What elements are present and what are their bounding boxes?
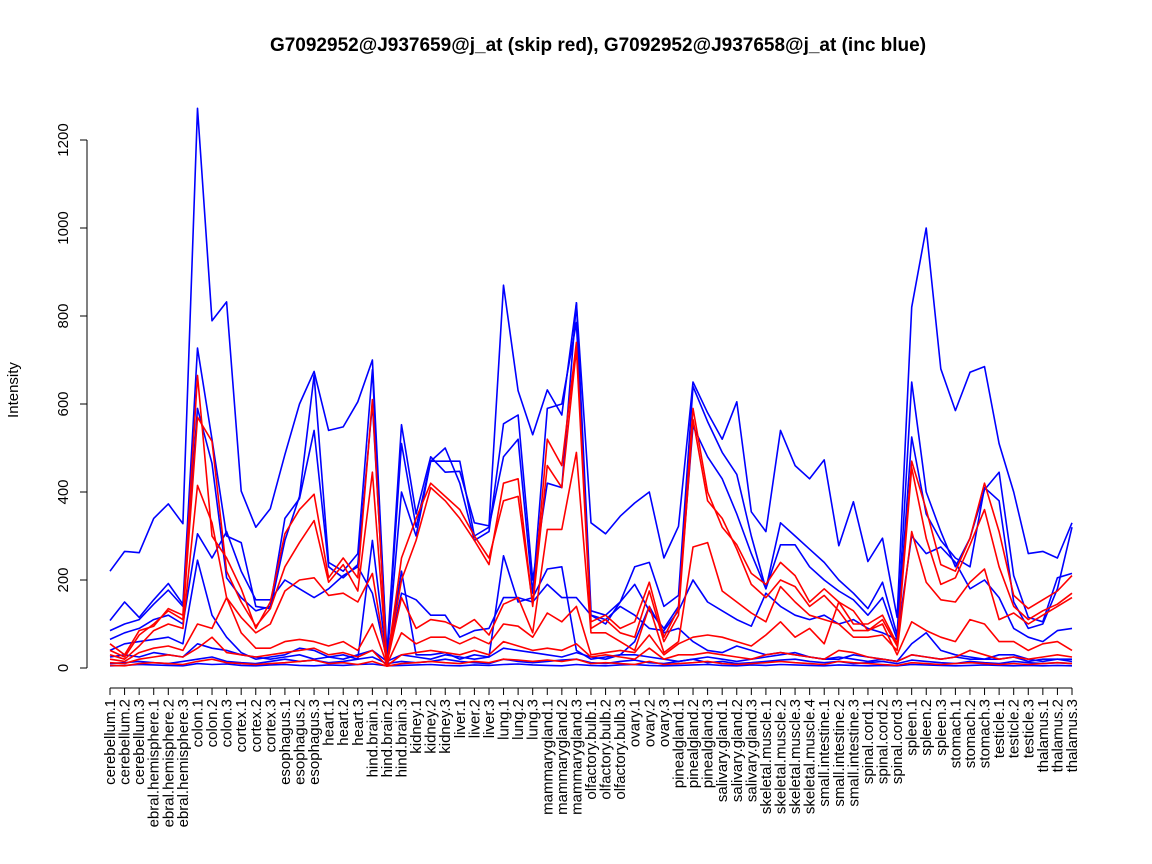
series-line-inc-0 <box>109 107 1073 656</box>
y-tick-label-200: 200 <box>55 567 72 592</box>
y-tick-label-400: 400 <box>55 479 72 504</box>
y-tick-label-800: 800 <box>55 303 72 328</box>
x-tick-label-colon.2: colon.2 <box>204 699 221 747</box>
x-tick-label-ovary.2: ovary.2 <box>641 699 658 747</box>
x-tick-label-ovary.3: ovary.3 <box>656 699 673 747</box>
x-tick-label-small.intestine.2: small.intestine.2 <box>831 699 848 807</box>
series-line-skip-9 <box>109 348 1073 665</box>
x-tick-label-mammarygland.1: mammarygland.1 <box>539 699 556 815</box>
x-tick-label-ovary.1: ovary.1 <box>627 699 644 747</box>
series-line-skip-12 <box>109 636 1073 667</box>
x-tick-label-kidney.3: kidney.3 <box>437 699 454 754</box>
x-tick-label-cerebellum.2: cerebellum.2 <box>117 699 134 785</box>
x-tick-label-spinal.cord.2: spinal.cord.2 <box>875 699 892 784</box>
x-tick-label-esophagus.1: esophagus.1 <box>277 699 294 785</box>
x-tick-label-spleen.1: spleen.1 <box>904 699 921 756</box>
x-tick-label-liver.2: liver.2 <box>466 699 483 738</box>
y-tick-label-600: 600 <box>55 391 72 416</box>
x-tick-label-testicle.3: testicle.3 <box>1020 699 1037 758</box>
x-tick-label-kidney.2: kidney.2 <box>423 699 440 754</box>
x-tick-label-colon.3: colon.3 <box>219 699 236 747</box>
x-tick-label-cortex.2: cortex.2 <box>248 699 265 752</box>
series-line-skip-10 <box>109 451 1073 665</box>
x-tick-label-olfactory.bulb.1: olfactory.bulb.1 <box>583 699 600 800</box>
axes: 020040060080010001200cerebellum.1cerebel… <box>55 123 1081 827</box>
x-tick-label-small.intestine.1: small.intestine.1 <box>816 699 833 807</box>
x-tick-label-spleen.2: spleen.2 <box>918 699 935 756</box>
series-line-skip-11 <box>109 596 1073 666</box>
x-tick-label-stomach.2: stomach.2 <box>962 699 979 768</box>
x-tick-label-mammarygland.3: mammarygland.3 <box>568 699 585 815</box>
x-tick-label-liver.1: liver.1 <box>452 699 469 738</box>
x-tick-label-cerebellum.1: cerebellum.1 <box>102 699 119 785</box>
x-tick-label-salivary.gland.2: salivary.gland.2 <box>729 699 746 802</box>
y-tick-label-0: 0 <box>55 664 72 672</box>
y-tick-label-1000: 1000 <box>55 211 72 244</box>
x-tick-label-cerebral.hemisphere.2: ebral.hemisphere.2 <box>160 699 177 827</box>
x-tick-label-hind.brain.2: hind.brain.2 <box>379 699 396 777</box>
x-tick-label-stomach.3: stomach.3 <box>977 699 994 768</box>
x-tick-label-cortex.3: cortex.3 <box>262 699 279 752</box>
x-tick-label-cortex.1: cortex.1 <box>233 699 250 752</box>
x-tick-label-pinealgland.1: pinealgland.1 <box>671 699 688 788</box>
x-tick-label-thalamus.1: thalamus.1 <box>1035 699 1052 772</box>
x-tick-label-stomach.1: stomach.1 <box>947 699 964 768</box>
x-tick-label-olfactory.bulb.3: olfactory.bulb.3 <box>612 699 629 800</box>
x-tick-label-spinal.cord.3: spinal.cord.3 <box>889 699 906 784</box>
x-tick-label-esophagus.2: esophagus.2 <box>292 699 309 785</box>
x-tick-label-kidney.1: kidney.1 <box>408 699 425 754</box>
x-tick-label-liver.3: liver.3 <box>481 699 498 738</box>
x-tick-label-heart.3: heart.3 <box>350 699 367 746</box>
x-tick-label-salivary.gland.3: salivary.gland.3 <box>743 699 760 802</box>
x-tick-label-thalamus.2: thalamus.2 <box>1049 699 1066 772</box>
x-tick-label-colon.1: colon.1 <box>190 699 207 747</box>
x-tick-label-skeletal.muscle.1: skeletal.muscle.1 <box>758 699 775 814</box>
chart-title: G7092952@J937659@j_at (skip red), G70929… <box>270 35 926 56</box>
y-axis-label: Intensity <box>5 362 22 418</box>
x-tick-label-spinal.cord.1: spinal.cord.1 <box>860 699 877 784</box>
x-tick-label-skeletal.muscle.2: skeletal.muscle.2 <box>773 699 790 814</box>
x-tick-label-heart.1: heart.1 <box>321 699 338 746</box>
x-tick-label-cerebral.hemisphere.3: ebral.hemisphere.3 <box>175 699 192 827</box>
x-tick-label-pinealgland.3: pinealgland.3 <box>700 699 717 788</box>
x-tick-label-skeletal.muscle.4: skeletal.muscle.4 <box>802 699 819 814</box>
series-layer <box>109 107 1073 668</box>
y-tick-label-1200: 1200 <box>55 123 72 156</box>
x-tick-label-hind.brain.3: hind.brain.3 <box>394 699 411 777</box>
series-line-inc-4 <box>109 539 1072 663</box>
x-tick-label-salivary.gland.1: salivary.gland.1 <box>714 699 731 802</box>
x-tick-label-thalamus.3: thalamus.3 <box>1064 699 1081 772</box>
x-tick-label-olfactory.bulb.2: olfactory.bulb.2 <box>598 699 615 800</box>
series-line-inc-7 <box>109 662 1073 667</box>
x-tick-label-small.intestine.3: small.intestine.3 <box>845 699 862 807</box>
x-tick-label-lung.2: lung.2 <box>510 699 527 740</box>
x-tick-label-cerebral.hemisphere.1: ebral.hemisphere.1 <box>146 699 163 827</box>
x-tick-label-hind.brain.1: hind.brain.1 <box>364 699 381 777</box>
x-tick-label-testicle.2: testicle.2 <box>1006 699 1023 758</box>
x-tick-label-esophagus.3: esophagus.3 <box>306 699 323 785</box>
x-tick-label-skeletal.muscle.3: skeletal.muscle.3 <box>787 699 804 814</box>
x-tick-label-spleen.3: spleen.3 <box>933 699 950 756</box>
x-tick-label-lung.3: lung.3 <box>525 699 542 740</box>
x-tick-label-cerebellum.3: cerebellum.3 <box>131 699 148 785</box>
x-tick-label-mammarygland.2: mammarygland.2 <box>554 699 571 815</box>
x-tick-label-testicle.1: testicle.1 <box>991 699 1008 758</box>
x-tick-label-lung.1: lung.1 <box>496 699 513 740</box>
series-line-skip-13 <box>109 658 1073 668</box>
x-tick-label-pinealgland.2: pinealgland.2 <box>685 699 702 788</box>
x-tick-label-heart.2: heart.2 <box>335 699 352 746</box>
series-line-inc-6 <box>109 656 1073 665</box>
